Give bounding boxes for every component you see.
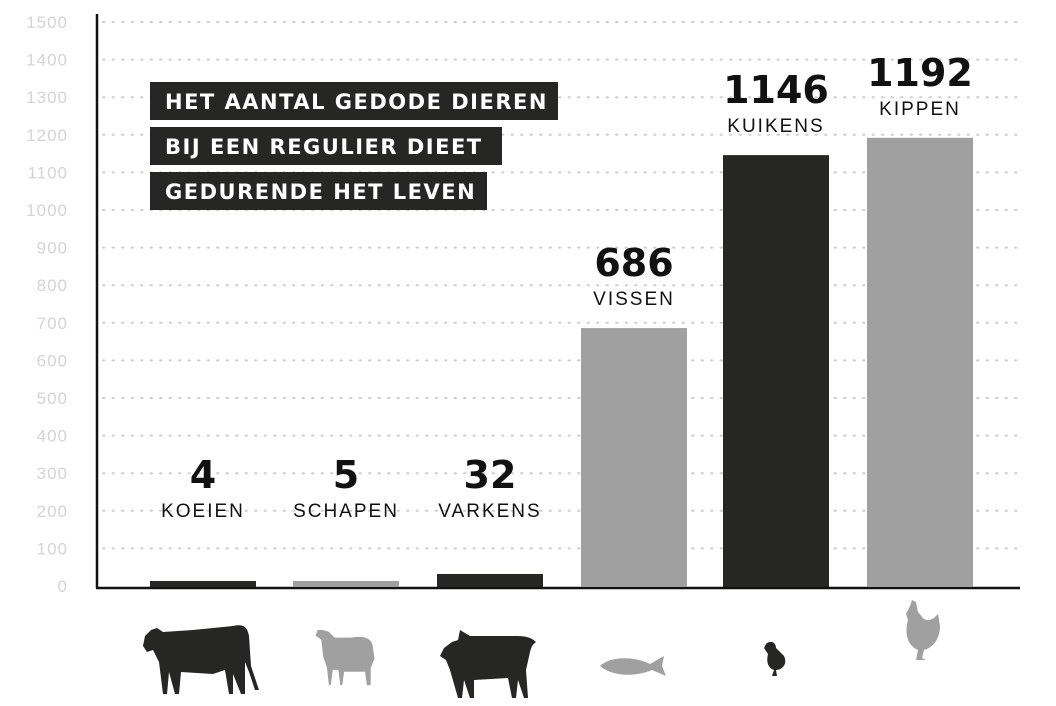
bar [581,328,687,587]
y-tick-label: 400 [37,427,68,446]
y-tick-label: 800 [37,276,68,295]
category-label: KUIKENS [727,116,824,137]
chart-title-line: HET AANTAL GEDODE DIEREN [165,90,548,114]
title-box [150,82,558,120]
y-tick-label: 0 [58,577,68,596]
bar [867,137,973,588]
bar-group-kippen: KIPPEN 1192 [867,51,973,588]
fish-icon [600,656,666,676]
y-tick-label: 1300 [26,88,68,107]
title-box [150,127,502,165]
sheep-icon [315,630,375,686]
value-label: 1192 [867,51,973,95]
y-tick-label: 700 [37,314,68,333]
y-tick-label: 100 [37,539,68,558]
bar-group-kuikens: KUIKENS 1146 [723,68,829,587]
category-label: VISSEN [593,289,675,310]
chart-title-line: BIJ EEN REGULIER DIEET [165,135,483,159]
bar-group-vissen: VISSEN 686 [581,241,687,587]
category-label: KIPPEN [879,99,961,120]
bar-group-koeien: KOEIEN 4 [150,453,256,587]
bar [293,581,399,587]
pig-icon [440,630,536,698]
value-label: 1146 [723,68,829,112]
cow-icon [143,625,259,694]
value-label: 5 [333,453,359,497]
bar-group-varkens: VARKENS 32 [437,453,543,587]
y-tick-label: 900 [37,239,68,258]
category-label: KOEIEN [161,501,245,522]
y-tick-label: 1200 [26,126,68,145]
chick-icon [764,641,786,676]
y-tick-label: 300 [37,464,68,483]
bar [150,581,256,587]
value-label: 4 [190,453,216,497]
bar [437,573,543,587]
category-label: VARKENS [438,501,541,522]
value-label: 32 [464,453,517,497]
y-tick-label: 600 [37,351,68,370]
y-tick-label: 500 [37,389,68,408]
y-tick-label: 1000 [26,201,68,220]
value-label: 686 [594,241,673,285]
y-tick-label: 1500 [26,13,68,32]
title-box [150,172,487,210]
y-tick-label: 200 [37,502,68,521]
chart-title-line: GEDURENDE HET LEVEN [165,180,476,204]
y-tick-label: 1400 [26,51,68,70]
bar [723,155,829,587]
bar-group-schapen: SCHAPEN 5 [293,453,399,587]
y-tick-label: 1100 [27,163,68,182]
chicken-icon [906,600,940,660]
category-label: SCHAPEN [293,501,399,522]
